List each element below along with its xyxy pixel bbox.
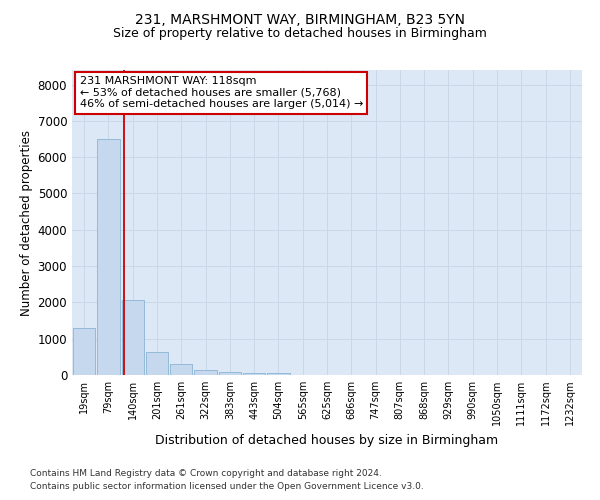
Bar <box>97 139 119 375</box>
Bar <box>122 300 144 375</box>
Y-axis label: Number of detached properties: Number of detached properties <box>20 130 34 316</box>
Bar <box>243 372 265 375</box>
X-axis label: Distribution of detached houses by size in Birmingham: Distribution of detached houses by size … <box>155 434 499 446</box>
Bar <box>146 352 168 375</box>
Text: Contains public sector information licensed under the Open Government Licence v3: Contains public sector information licen… <box>30 482 424 491</box>
Text: 231 MARSHMONT WAY: 118sqm
← 53% of detached houses are smaller (5,768)
46% of se: 231 MARSHMONT WAY: 118sqm ← 53% of detac… <box>80 76 363 110</box>
Bar <box>218 372 241 375</box>
Bar <box>170 364 193 375</box>
Bar <box>73 328 95 375</box>
Text: 231, MARSHMONT WAY, BIRMINGHAM, B23 5YN: 231, MARSHMONT WAY, BIRMINGHAM, B23 5YN <box>135 12 465 26</box>
Text: Contains HM Land Registry data © Crown copyright and database right 2024.: Contains HM Land Registry data © Crown c… <box>30 468 382 477</box>
Text: Size of property relative to detached houses in Birmingham: Size of property relative to detached ho… <box>113 28 487 40</box>
Bar <box>194 370 217 375</box>
Bar <box>267 372 290 375</box>
